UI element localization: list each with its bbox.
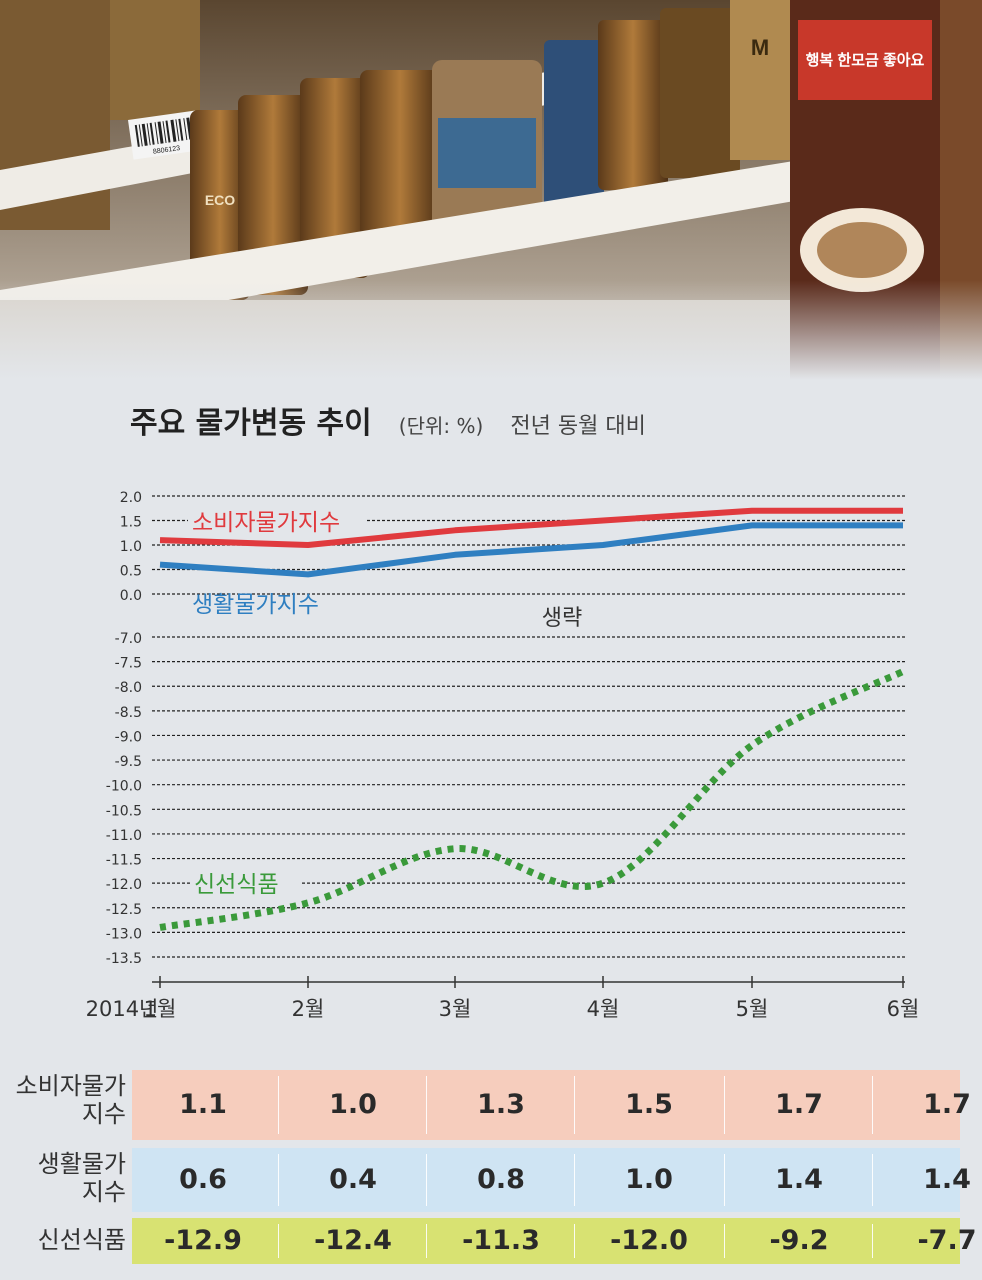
y-tick-label: -7.5 bbox=[115, 656, 142, 672]
table-cell: 0.6 bbox=[179, 1164, 227, 1195]
row-label-line: 신선식품 bbox=[37, 1226, 126, 1254]
cell-separator bbox=[426, 1154, 427, 1206]
chart-header: 주요 물가변동 추이 (단위: %) 전년 동월 대비 bbox=[130, 398, 646, 442]
x-axis: 1월 2월 3월 4월 5월 6월 2014년 bbox=[86, 976, 920, 1021]
barcode-number: 8806123 bbox=[153, 145, 181, 156]
table-cell: 1.7 bbox=[923, 1089, 971, 1120]
y-tick-label: -10.0 bbox=[106, 779, 142, 795]
row-label-line: 지수 bbox=[81, 1100, 126, 1128]
table-cell: 1.4 bbox=[923, 1164, 971, 1195]
y-tick-label: -9.0 bbox=[115, 729, 142, 745]
unit-label: (단위: %) bbox=[398, 414, 484, 438]
series-line-living-cost bbox=[159, 522, 903, 578]
table-row: 생활물가 지수 0.6 0.4 0.8 1.0 1.4 1.4 bbox=[0, 1148, 982, 1212]
row-label: 생활물가 지수 bbox=[0, 1150, 126, 1206]
row-label-line: 지수 bbox=[81, 1178, 126, 1206]
y-tick-label: -11.0 bbox=[106, 828, 142, 844]
cell-separator bbox=[724, 1076, 725, 1134]
cell-separator bbox=[278, 1154, 279, 1206]
table-cell: 0.4 bbox=[329, 1164, 377, 1195]
y-tick-label: 1.0 bbox=[120, 539, 142, 555]
series-label-living-cost: 생활물가지수 bbox=[192, 592, 319, 618]
table-cell: -7.7 bbox=[917, 1225, 977, 1256]
table-cell: -9.2 bbox=[769, 1225, 829, 1256]
table-cell: 1.5 bbox=[625, 1089, 673, 1120]
cell-separator bbox=[426, 1076, 427, 1134]
cell-separator bbox=[724, 1224, 725, 1258]
table-cell: -12.9 bbox=[164, 1225, 242, 1256]
x-tick-label: 2월 bbox=[292, 997, 325, 1021]
row-label: 신선식품 bbox=[0, 1226, 126, 1254]
basis-label: 전년 동월 대비 bbox=[510, 414, 646, 439]
row-band bbox=[132, 1218, 960, 1264]
table-cell: -12.4 bbox=[314, 1225, 392, 1256]
table-cell: 0.8 bbox=[477, 1164, 525, 1195]
jar-brand-text: ECO bbox=[205, 192, 235, 208]
x-tick-label: 4월 bbox=[587, 997, 620, 1021]
y-tick-label: -11.5 bbox=[106, 853, 142, 869]
y-tick-label: 0.0 bbox=[120, 588, 142, 604]
row-label-line: 생활물가 bbox=[37, 1150, 126, 1178]
y-tick-label: -12.5 bbox=[106, 902, 142, 918]
row-label-line: 소비자물가 bbox=[15, 1072, 126, 1100]
series-label-fresh-food: 신선식품 bbox=[194, 872, 279, 898]
row-band bbox=[132, 1148, 960, 1212]
row-label: 소비자물가 지수 bbox=[0, 1072, 126, 1128]
y-tick-label: -8.5 bbox=[115, 705, 142, 721]
banner-text: 행복 한모금 좋아요 bbox=[806, 52, 925, 69]
x-tick-label: 5월 bbox=[736, 997, 769, 1021]
table-cell: 1.4 bbox=[775, 1164, 823, 1195]
cell-separator bbox=[574, 1224, 575, 1258]
chart-title: 주요 물가변동 추이 bbox=[130, 406, 372, 441]
table-cell: -12.0 bbox=[610, 1225, 688, 1256]
label-bg bbox=[190, 868, 302, 898]
series-lines bbox=[159, 507, 905, 931]
x-tick-label: 6월 bbox=[887, 997, 920, 1021]
y-tick-label: 2.0 bbox=[120, 490, 142, 506]
y-tick-label: 0.5 bbox=[120, 564, 142, 580]
label-bg bbox=[188, 506, 366, 536]
x-tick-label: 1월 bbox=[144, 997, 177, 1021]
y-tick-label: -13.0 bbox=[106, 926, 142, 942]
omitted-label: 생략 bbox=[542, 606, 582, 631]
y-tick-label: -10.5 bbox=[106, 803, 142, 819]
cell-separator bbox=[872, 1154, 873, 1206]
y-tick-label: 1.5 bbox=[120, 515, 142, 531]
store-shelf-photo: 8806123 ECO M 행복 한모금 좋아요 bbox=[0, 0, 982, 380]
y-axis-ticks: 2.0 1.5 1.0 0.5 0.0 -7.0 -7.5 -8.0 -8.5 -9.0 -9.5 -… bbox=[106, 490, 142, 967]
y-tick-label: -8.0 bbox=[115, 680, 142, 696]
data-table: 소비자물가 지수 1.1 1.0 1.3 1.5 1.7 1.7 생활물가 지수 0.6 0.4 0.8… bbox=[0, 1064, 982, 1274]
cell-separator bbox=[426, 1224, 427, 1258]
table-cell: 1.0 bbox=[625, 1164, 673, 1195]
y-tick-label: -7.0 bbox=[115, 631, 142, 647]
y-tick-label: -13.5 bbox=[106, 951, 142, 967]
series-label-cpi: 소비자물가지수 bbox=[192, 510, 340, 536]
table-cell: -11.3 bbox=[462, 1225, 540, 1256]
table-cell: 1.3 bbox=[477, 1089, 525, 1120]
table-cell: 1.0 bbox=[329, 1089, 377, 1120]
table-cell: 1.7 bbox=[775, 1089, 823, 1120]
cell-separator bbox=[278, 1076, 279, 1134]
price-trend-chart: 2.0 1.5 1.0 0.5 0.0 -7.0 -7.5 -8.0 -8.5 -9.0 -9.5 -… bbox=[86, 490, 920, 1021]
cell-separator bbox=[872, 1076, 873, 1134]
cell-separator bbox=[724, 1154, 725, 1206]
cell-separator bbox=[278, 1224, 279, 1258]
row-band bbox=[132, 1070, 960, 1140]
table-row: 신선식품 -12.9 -12.4 -11.3 -12.0 -9.2 -7.7 bbox=[0, 1218, 982, 1264]
x-tick-label: 3월 bbox=[439, 997, 472, 1021]
jar-letter: M bbox=[751, 35, 769, 60]
year-label: 2014년 bbox=[86, 997, 159, 1021]
y-tick-label: -9.5 bbox=[115, 754, 142, 770]
table-row: 소비자물가 지수 1.1 1.0 1.3 1.5 1.7 1.7 bbox=[0, 1070, 982, 1140]
series-line-cpi bbox=[159, 507, 903, 548]
cell-separator bbox=[574, 1154, 575, 1206]
table-cell: 1.1 bbox=[179, 1089, 227, 1120]
cell-separator bbox=[574, 1076, 575, 1134]
y-tick-label: -12.0 bbox=[106, 877, 142, 893]
cell-separator bbox=[872, 1224, 873, 1258]
